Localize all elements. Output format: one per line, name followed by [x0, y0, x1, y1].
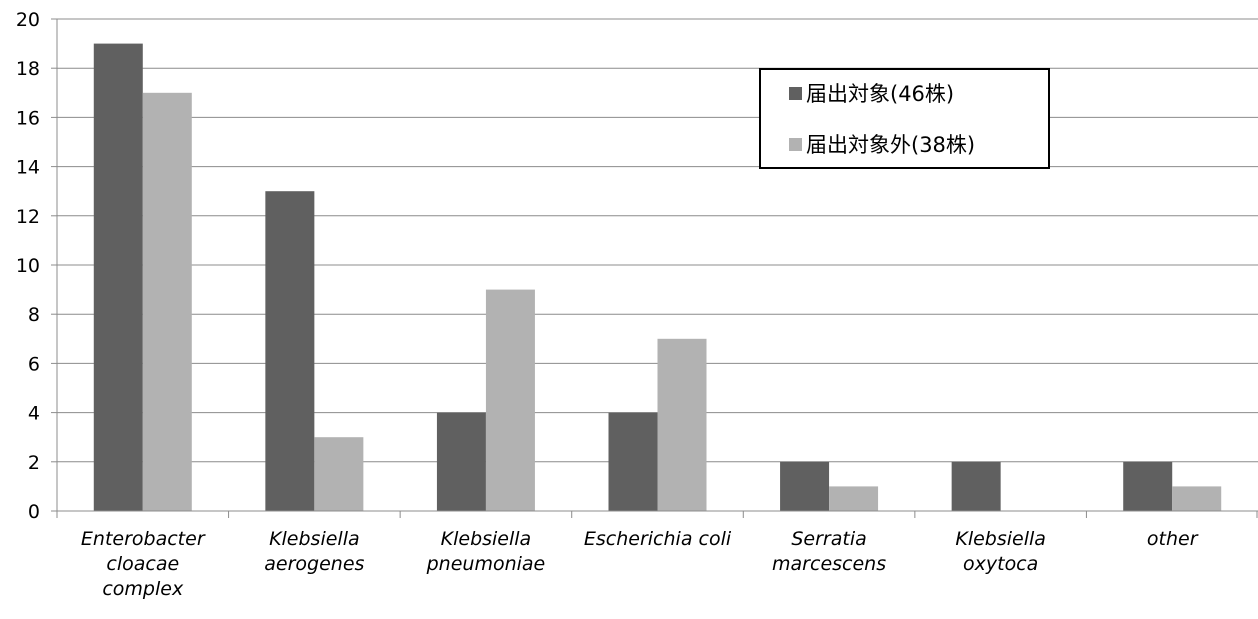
bars	[93, 43, 1222, 512]
bar-series-2	[1172, 486, 1222, 511]
bar-series-2	[485, 289, 535, 511]
legend-box	[759, 68, 1050, 169]
y-tick-label: 8	[28, 304, 40, 326]
y-tick-label: 10	[16, 255, 40, 277]
x-category-label: Enterobacter	[81, 528, 206, 550]
y-tick-label: 12	[16, 206, 40, 228]
x-category-label: marcescens	[772, 553, 886, 575]
y-tick-label: 6	[28, 353, 40, 375]
x-category-label: Klebsiella	[955, 528, 1046, 550]
legend-label-series-1: 届出対象(46株)	[806, 82, 954, 106]
y-tick-label: 0	[28, 501, 40, 523]
bar-series-2	[142, 92, 192, 512]
x-category-label: Escherichia coli	[584, 528, 732, 550]
legend-swatch-series-1	[789, 87, 802, 100]
bar-series-1	[951, 461, 1001, 511]
x-category-label: complex	[102, 578, 184, 600]
y-tick-label: 16	[16, 107, 40, 129]
x-category-label: Klebsiella	[441, 528, 532, 550]
legend-label-series-2: 届出対象外(38株)	[806, 133, 975, 157]
bar-series-1	[1123, 461, 1173, 511]
bar-series-2	[829, 486, 879, 511]
bar-series-2	[657, 338, 707, 511]
x-axis: Enterobacter cloacae complex Klebsiella aero…	[56, 510, 1258, 600]
bar-series-1	[780, 461, 830, 511]
legend: 届出対象(46株) 届出対象外(38株)	[759, 68, 1050, 169]
x-category-label: oxytoca	[963, 553, 1038, 575]
x-category-label: other	[1147, 528, 1199, 550]
y-tick-label: 20	[16, 9, 40, 31]
x-category-label: Klebsiella	[269, 528, 360, 550]
bar-series-2	[314, 437, 364, 511]
x-category-label: Serratia	[791, 528, 866, 550]
legend-swatch-series-2	[789, 138, 802, 151]
x-category-label: pneumoniae	[426, 553, 546, 575]
bar-series-1	[436, 412, 486, 511]
y-tick-label: 18	[16, 58, 40, 80]
y-tick-label: 4	[28, 403, 40, 425]
bar-series-1	[608, 412, 658, 511]
bar-series-1	[265, 191, 315, 511]
y-tick-label: 14	[16, 157, 40, 179]
gridlines	[57, 18, 1258, 463]
x-category-label: cloacae	[106, 553, 179, 575]
y-axis: 0 2 4 6 8 10 12 14 16 18 20	[16, 9, 58, 523]
y-tick-label: 2	[28, 452, 40, 474]
x-category-label: aerogenes	[264, 553, 364, 575]
bar-series-1	[93, 43, 143, 511]
